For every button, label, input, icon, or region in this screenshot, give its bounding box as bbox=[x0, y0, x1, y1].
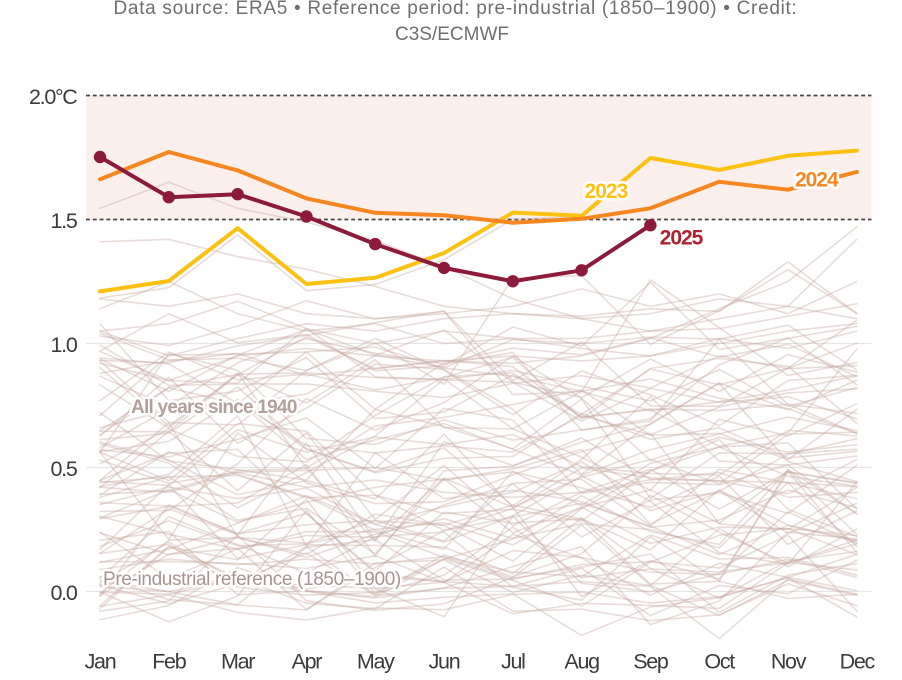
svg-text:Data source: ERA5 • Reference: Data source: ERA5 • Reference period: pr… bbox=[114, 0, 798, 19]
svg-text:May: May bbox=[357, 650, 395, 674]
svg-text:2024: 2024 bbox=[795, 168, 839, 191]
svg-text:Pre-industrial reference (1850: Pre-industrial reference (1850–1900) bbox=[103, 569, 401, 590]
svg-text:Sep: Sep bbox=[633, 650, 669, 674]
svg-text:Nov: Nov bbox=[771, 650, 807, 674]
svg-text:Jul: Jul bbox=[501, 650, 525, 674]
svg-text:1.5: 1.5 bbox=[51, 209, 78, 233]
svg-text:2.0°C: 2.0°C bbox=[29, 85, 77, 109]
svg-text:0.5: 0.5 bbox=[51, 457, 78, 481]
svg-text:Feb: Feb bbox=[152, 650, 186, 674]
svg-text:Mar: Mar bbox=[221, 650, 255, 674]
svg-text:2025: 2025 bbox=[660, 226, 704, 249]
svg-text:C3S/ECMWF: C3S/ECMWF bbox=[395, 24, 509, 45]
svg-text:2023: 2023 bbox=[585, 180, 628, 203]
svg-text:Jun: Jun bbox=[429, 650, 460, 674]
svg-text:Aug: Aug bbox=[564, 650, 599, 674]
svg-text:All years since 1940: All years since 1940 bbox=[131, 397, 297, 418]
svg-text:Dec: Dec bbox=[840, 650, 876, 674]
svg-text:Oct: Oct bbox=[704, 650, 735, 674]
svg-text:1.0: 1.0 bbox=[51, 333, 78, 357]
svg-text:Jan: Jan bbox=[85, 650, 116, 674]
svg-text:Apr: Apr bbox=[292, 650, 323, 674]
svg-text:0.0: 0.0 bbox=[51, 581, 78, 605]
